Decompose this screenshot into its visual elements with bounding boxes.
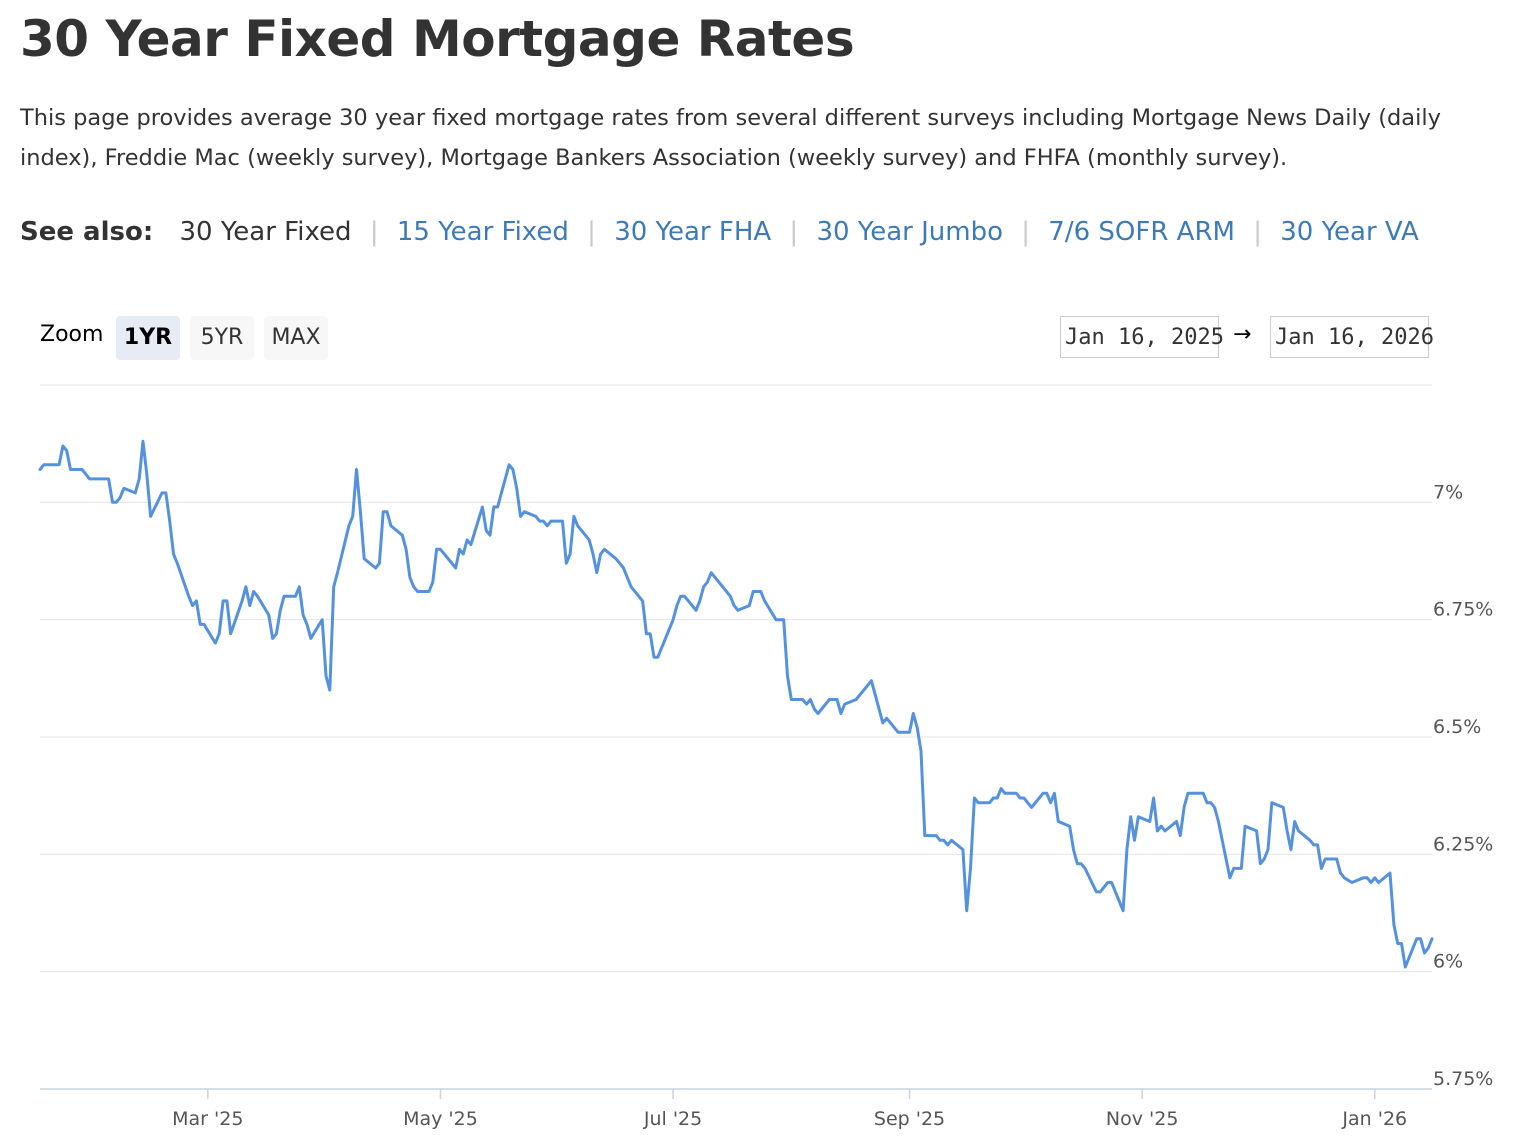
y-axis: 5.75% 6% 6.25% 6.5% 6.75% 7% [1433, 481, 1493, 1090]
x-tick-label: Jan '26 [1341, 1108, 1407, 1130]
link-7-6-sofr-arm[interactable]: 7/6 SOFR ARM [1048, 217, 1235, 247]
divider: | [1253, 217, 1262, 247]
range-from-input[interactable]: Jan 16, 2025 [1060, 316, 1224, 358]
x-tick-label: Mar '25 [172, 1108, 243, 1130]
see-also-current: 30 Year Fixed [179, 217, 352, 247]
page-description: This page provides average 30 year fixed… [20, 105, 1441, 171]
zoom-1yr-button[interactable]: 1YR [116, 316, 180, 360]
x-tick-label: May '25 [403, 1108, 478, 1130]
rate-chart[interactable]: 5.75% 6% 6.25% 6.5% 6.75% 7% Mar '25 May '25 Ju… [0, 370, 1526, 1144]
divider: | [587, 217, 596, 247]
y-tick-label: 7% [1433, 481, 1463, 503]
zoom-label: Zoom [40, 322, 104, 347]
link-30-year-va[interactable]: 30 Year VA [1280, 217, 1419, 247]
zoom-max-button[interactable]: MAX [264, 316, 328, 360]
y-tick-label: 6.25% [1433, 833, 1493, 855]
x-axis: Mar '25 May '25 Jul '25 Sep '25 Nov '25 Jan '… [172, 1089, 1407, 1130]
link-30-year-jumbo[interactable]: 30 Year Jumbo [816, 217, 1003, 247]
see-also-label: See also: [20, 217, 154, 247]
range-to-input[interactable]: Jan 16, 2026 [1270, 316, 1434, 358]
x-tick-label: Sep '25 [874, 1108, 945, 1130]
link-15-year-fixed[interactable]: 15 Year Fixed [396, 217, 569, 247]
x-tick-label: Nov '25 [1106, 1108, 1179, 1130]
y-tick-label: 5.75% [1433, 1068, 1493, 1090]
y-tick-label: 6.75% [1433, 599, 1493, 621]
rate-series-line [38, 439, 1434, 969]
chart-grid [40, 384, 1432, 1090]
y-tick-label: 6% [1433, 951, 1463, 973]
zoom-5yr-button[interactable]: 5YR [190, 316, 254, 360]
link-30-year-fha[interactable]: 30 Year FHA [614, 217, 772, 247]
divider: | [789, 217, 799, 247]
page-title: 30 Year Fixed Mortgage Rates [20, 10, 855, 68]
range-arrow: → [1233, 322, 1252, 347]
divider: | [369, 217, 379, 247]
see-also-bar: See also: 30 Year Fixed | 15 Year Fixed … [20, 210, 1419, 254]
y-tick-label: 6.5% [1433, 716, 1481, 738]
x-tick-label: Jul '25 [643, 1108, 702, 1130]
divider: | [1021, 217, 1031, 247]
